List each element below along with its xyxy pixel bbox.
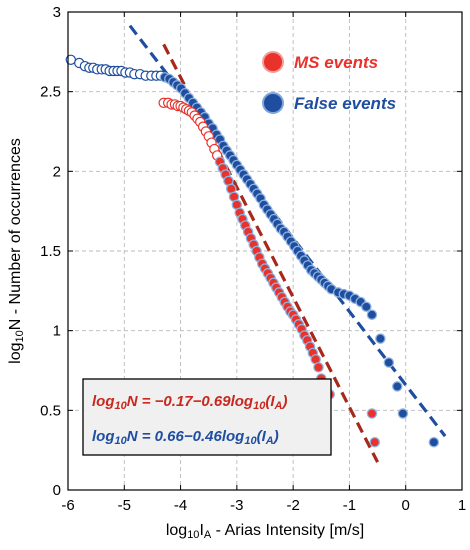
- legend-label: MS events: [294, 53, 378, 72]
- x-tick-label: -6: [61, 497, 74, 514]
- x-tick-label: -2: [286, 497, 299, 514]
- y-tick-label: 0.5: [40, 402, 61, 419]
- legend-item-false: False events: [262, 92, 396, 114]
- axis-ticks: -6 -5 -4 -3 -2 -1 0 1 0 0.5 1 1.5 2 2.5 3: [40, 4, 466, 514]
- x-tick-label: 1: [458, 497, 466, 514]
- ms-event-point: [313, 362, 324, 373]
- y-tick-label: 2.5: [40, 84, 61, 101]
- equation-box: log10N = −0.17−0.69log10(IA) log10N = 0.6…: [82, 378, 332, 456]
- x-tick-label: -4: [174, 497, 187, 514]
- false-events-series: [65, 54, 440, 448]
- y-axis-label: log10N - Number of occurrences: [7, 138, 26, 364]
- x-axis-label: log10IA - Arias Intensity [m/s]: [166, 522, 364, 541]
- y-tick-label: 1: [53, 323, 61, 340]
- y-tick-label: 0: [53, 482, 61, 499]
- x-tick-label: -5: [118, 497, 131, 514]
- legend-label: False events: [294, 94, 396, 113]
- y-tick-label: 1.5: [40, 243, 61, 260]
- ms-fit-equation: log10N = −0.17−0.69log10(IA): [92, 393, 287, 412]
- y-tick-label: 3: [53, 4, 61, 21]
- false-event-point: [383, 357, 395, 368]
- legend-marker: [262, 51, 284, 73]
- false-event-point: [397, 408, 409, 419]
- x-tick-label: -1: [343, 497, 356, 514]
- ms-event-point: [366, 408, 378, 419]
- legend-marker: [262, 92, 284, 114]
- false-event-point: [361, 301, 372, 313]
- y-tick-label: 2: [53, 163, 61, 180]
- false-fit-equation: log10N = 0.66−0.46log10(IA): [92, 428, 279, 447]
- false-event-point: [366, 309, 378, 320]
- false-event-point: [375, 333, 386, 344]
- x-tick-label: -3: [230, 497, 243, 514]
- x-tick-label: 0: [402, 497, 410, 514]
- false-event-point: [392, 381, 403, 392]
- false-event-point: [428, 436, 440, 448]
- legend-item-ms: MS events: [262, 51, 378, 73]
- legend: MS events False events: [262, 51, 396, 114]
- equation-box-frame: [82, 378, 332, 456]
- ms-event-point: [369, 436, 381, 448]
